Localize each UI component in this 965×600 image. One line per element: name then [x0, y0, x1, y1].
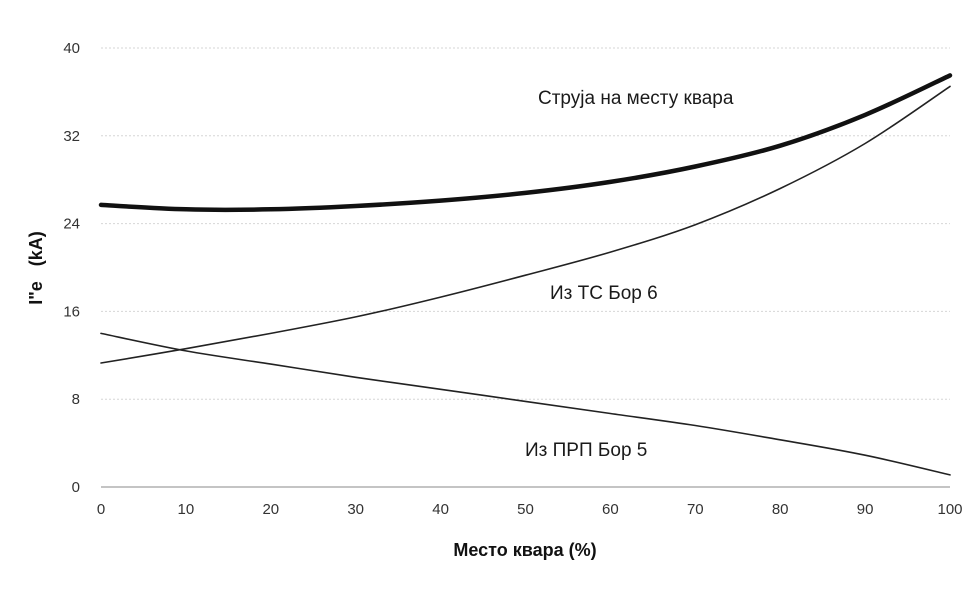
x-tick-label: 40	[432, 501, 449, 518]
y-axis-title: I"е (kA)	[26, 231, 46, 305]
series-line-ts-bor6	[100, 85, 951, 364]
x-axis-title: Место квара (%)	[453, 540, 596, 560]
x-tick-label: 80	[772, 501, 789, 518]
gridlines	[101, 47, 950, 400]
x-tick-label: 20	[262, 501, 279, 518]
series-line-prp-bor5	[100, 332, 951, 476]
series-lines	[98, 73, 953, 476]
y-tick-label: 32	[63, 128, 80, 145]
x-tick-label: 0	[97, 501, 105, 518]
y-tick-label: 16	[63, 303, 80, 320]
y-tick-label: 40	[63, 40, 80, 57]
x-tick-label: 10	[178, 501, 195, 518]
x-tick-label: 90	[857, 501, 874, 518]
y-tick-label: 0	[72, 479, 80, 496]
y-tick-labels: 0 8 16 24 32 40	[63, 40, 80, 496]
y-tick-label: 24	[63, 216, 80, 233]
series-label-ts-bor6: Из ТС Бор 6	[550, 283, 658, 304]
x-tick-label: 60	[602, 501, 619, 518]
x-tick-label: 100	[937, 501, 962, 518]
series-label-fault-current: Струја на месту квара	[538, 88, 734, 109]
x-tick-label: 50	[517, 501, 534, 518]
series-line-fault-current	[98, 73, 953, 213]
x-tick-label: 30	[347, 501, 364, 518]
x-tick-label: 70	[687, 501, 704, 518]
series-label-prp-bor5: Из ПРП Бор 5	[525, 440, 647, 461]
y-tick-label: 8	[72, 391, 80, 408]
x-tick-labels: 0 10 20 30 40 50 60 70 80 90 100	[97, 501, 963, 518]
